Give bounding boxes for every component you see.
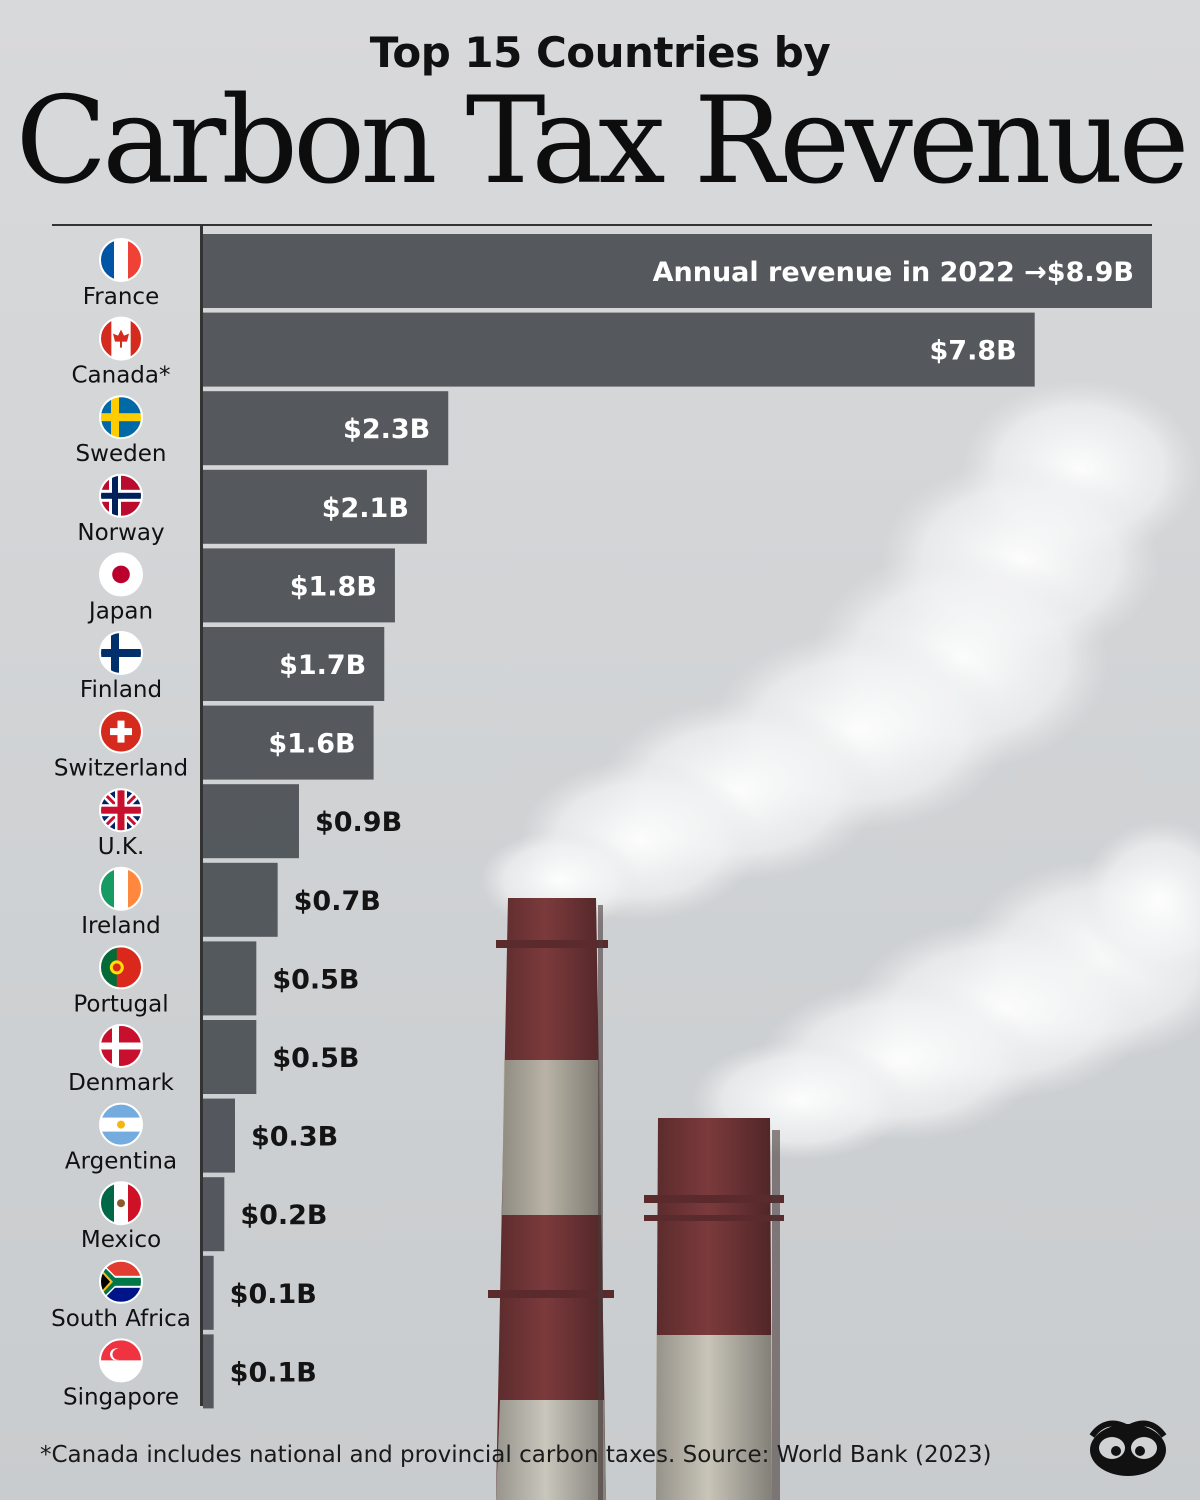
country-label: Mexico bbox=[81, 1227, 161, 1253]
bar bbox=[203, 705, 374, 780]
country-label: Sweden bbox=[76, 441, 167, 467]
country-label: Portugal bbox=[73, 991, 168, 1017]
country-label: U.K. bbox=[98, 834, 145, 860]
header-divider bbox=[52, 224, 1152, 226]
flag-uk-icon bbox=[99, 788, 143, 833]
flag-portugal-icon bbox=[99, 945, 143, 990]
value-label: $7.8B bbox=[930, 336, 1017, 367]
flag-argentina-icon bbox=[99, 1102, 143, 1147]
flag-france-icon bbox=[99, 238, 143, 282]
bar bbox=[203, 941, 257, 1016]
value-label: $0.3B bbox=[251, 1122, 338, 1153]
annotated-value-label: Annual revenue in 2022 →$8.9B bbox=[653, 257, 1134, 288]
footnote: *Canada includes national and provincial… bbox=[40, 1442, 992, 1468]
value-label: $0.9B bbox=[315, 807, 402, 838]
country-label: Switzerland bbox=[54, 756, 188, 782]
flag-ireland-icon bbox=[99, 866, 143, 911]
bar bbox=[203, 1177, 225, 1252]
y-axis-line bbox=[200, 226, 203, 1406]
country-label: Norway bbox=[77, 520, 164, 546]
flag-switzerland-icon bbox=[99, 709, 143, 754]
country-label: South Africa bbox=[51, 1306, 191, 1332]
bar bbox=[203, 1255, 214, 1330]
chart-subtitle: Top 15 Countries by bbox=[369, 28, 831, 77]
country-label: Argentina bbox=[65, 1149, 177, 1175]
bar bbox=[203, 627, 385, 701]
bar bbox=[203, 234, 1152, 308]
bar bbox=[203, 1334, 214, 1409]
bar bbox=[203, 1020, 257, 1094]
chart-title: Carbon Tax Revenue bbox=[15, 72, 1189, 211]
value-label: $0.1B bbox=[230, 1357, 317, 1388]
value-label: $1.7B bbox=[279, 650, 366, 681]
value-label: $0.1B bbox=[230, 1279, 317, 1310]
value-label: $0.5B bbox=[272, 1043, 359, 1074]
bar bbox=[203, 548, 395, 623]
flag-norway-icon bbox=[99, 473, 143, 518]
country-label: Singapore bbox=[63, 1384, 179, 1410]
flag-sweden-icon bbox=[99, 395, 143, 440]
bar bbox=[203, 469, 427, 544]
flag-japan-icon bbox=[99, 552, 143, 597]
publisher-logo-icon bbox=[1089, 1420, 1167, 1476]
flag-south-africa-icon bbox=[99, 1259, 143, 1304]
country-label: Canada* bbox=[71, 363, 170, 389]
country-label: Finland bbox=[80, 677, 162, 703]
value-label: $1.6B bbox=[268, 729, 355, 760]
value-label: $0.7B bbox=[294, 886, 381, 917]
bar bbox=[203, 784, 299, 859]
value-label: $1.8B bbox=[290, 571, 377, 602]
value-label: $2.1B bbox=[322, 493, 409, 524]
smokestack-left bbox=[488, 898, 614, 1500]
flag-canada-icon bbox=[99, 316, 143, 361]
flag-singapore-icon bbox=[99, 1338, 143, 1383]
country-label: Denmark bbox=[68, 1070, 174, 1096]
country-label: Ireland bbox=[81, 913, 161, 939]
country-label: France bbox=[83, 284, 159, 310]
country-label: Japan bbox=[87, 598, 153, 624]
bar bbox=[203, 391, 449, 466]
flag-finland-icon bbox=[99, 631, 143, 675]
bar bbox=[203, 1098, 235, 1173]
flag-denmark-icon bbox=[99, 1024, 143, 1068]
value-label: $0.5B bbox=[272, 964, 359, 995]
bar bbox=[203, 312, 1035, 387]
value-label: $0.2B bbox=[240, 1200, 327, 1231]
bar bbox=[203, 862, 278, 937]
value-label: $2.3B bbox=[343, 414, 430, 445]
smokestack-right bbox=[644, 1118, 784, 1500]
flag-mexico-icon bbox=[99, 1181, 143, 1226]
